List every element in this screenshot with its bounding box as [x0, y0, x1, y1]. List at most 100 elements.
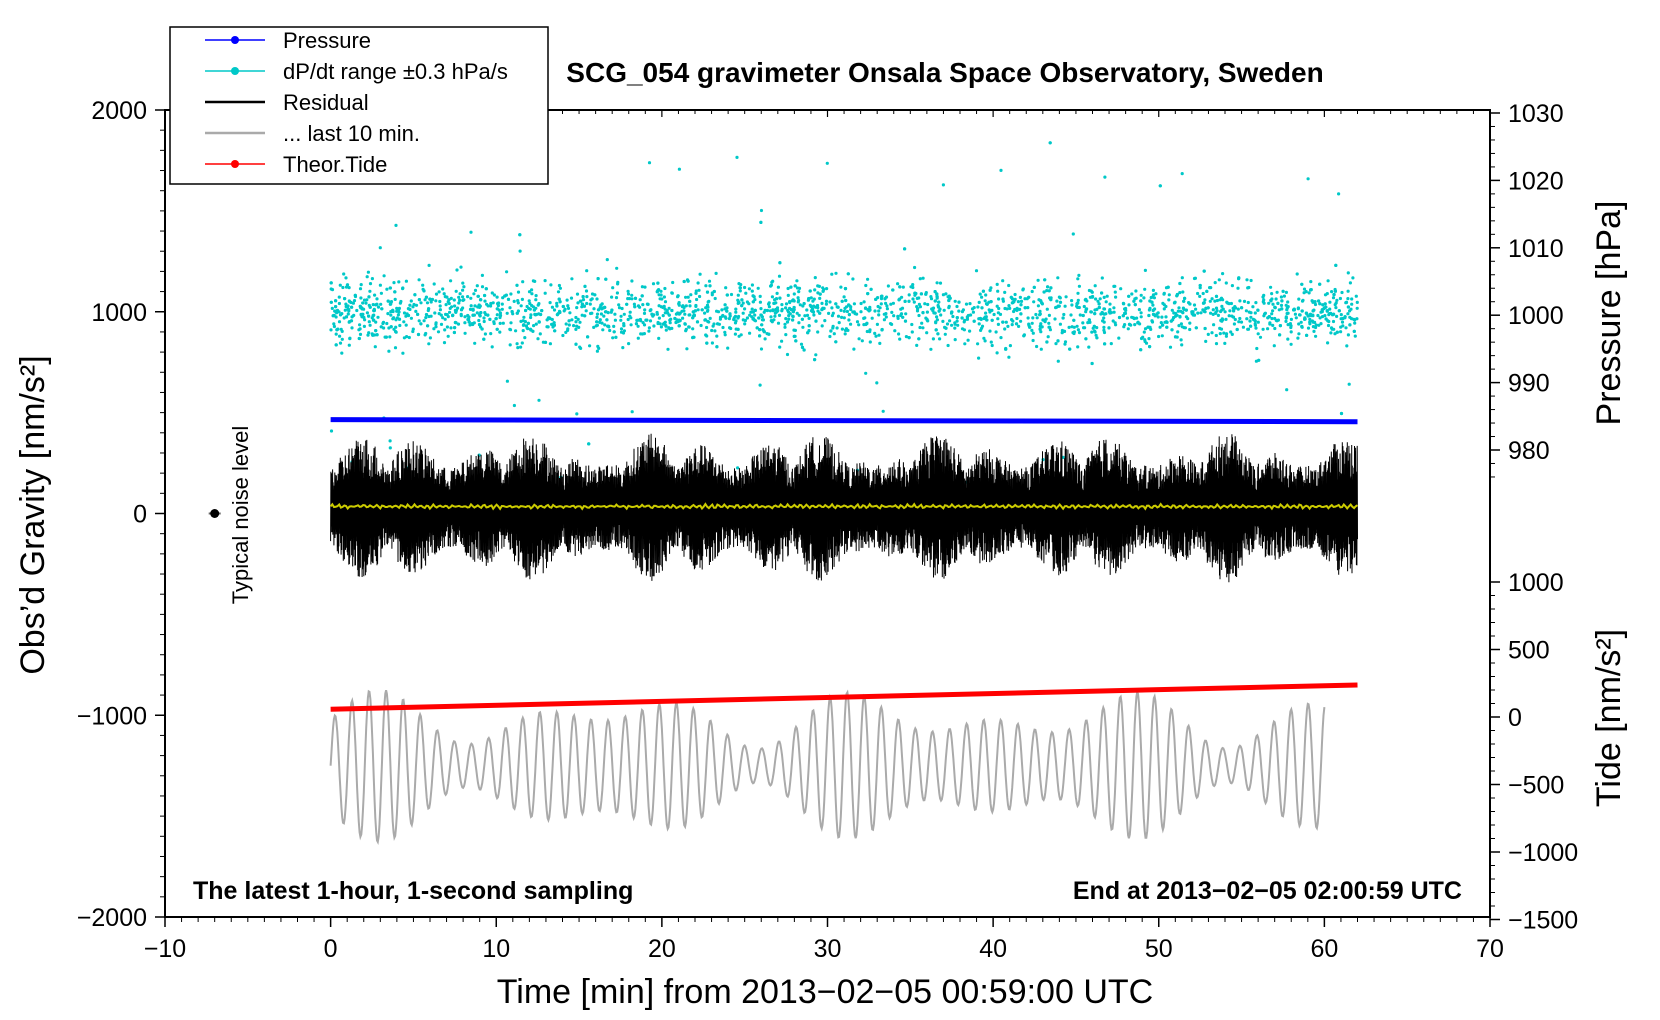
- dpdt-point: [1320, 315, 1325, 319]
- dpdt-point: [520, 297, 525, 301]
- dpdt-point: [642, 311, 647, 315]
- dpdt-point: [830, 272, 834, 276]
- dpdt-point: [469, 304, 473, 308]
- dpdt-point: [1103, 342, 1107, 346]
- dpdt-point: [1224, 281, 1228, 285]
- dpdt-point: [523, 336, 527, 340]
- dpdt-point: [595, 320, 599, 324]
- dpdt-point: [1001, 297, 1005, 301]
- dpdt-point: [467, 315, 471, 319]
- dpdt-point: [738, 286, 742, 290]
- dpdt-point: [946, 295, 950, 299]
- dpdt-point: [461, 288, 465, 292]
- dpdt-point: [509, 292, 513, 296]
- dpdt-point: [847, 303, 851, 307]
- dpdt-point: [469, 230, 473, 234]
- dpdt-point: [980, 326, 984, 330]
- dpdt-point: [480, 285, 485, 289]
- dpdt-point: [685, 347, 689, 351]
- dpdt-point: [589, 311, 593, 316]
- dpdt-point: [584, 289, 589, 293]
- dpdt-point: [1230, 332, 1234, 336]
- dpdt-point: [849, 322, 853, 326]
- dpdt-point: [1335, 330, 1339, 334]
- dpdt-point: [996, 317, 1000, 321]
- dpdt-point: [797, 298, 801, 303]
- dpdt-point: [1058, 322, 1062, 326]
- dpdt-point: [350, 305, 354, 309]
- dpdt-point: [388, 302, 392, 306]
- dpdt-point: [496, 302, 500, 306]
- dpdt-point: [1211, 312, 1215, 316]
- dpdt-point: [343, 297, 347, 301]
- dpdt-point: [525, 304, 529, 309]
- dpdt-point: [500, 302, 504, 306]
- dpdt-point: [878, 341, 882, 345]
- dpdt-point: [821, 286, 825, 290]
- dpdt-point: [1202, 301, 1206, 305]
- dpdt-point: [857, 323, 861, 327]
- dpdt-point: [1001, 279, 1005, 283]
- dpdt-point: [1249, 315, 1253, 319]
- dpdt-point: [1063, 340, 1068, 344]
- dpdt-point: [479, 311, 483, 315]
- dpdt-point: [468, 323, 472, 327]
- dpdt-point: [795, 286, 800, 290]
- dpdt-point: [1063, 304, 1067, 308]
- dpdt-point: [515, 311, 519, 315]
- dpdt-point: [1038, 327, 1042, 331]
- dpdt-point: [1300, 309, 1304, 313]
- dpdt-point: [999, 336, 1003, 340]
- dpdt-point: [1193, 276, 1197, 280]
- dpdt-point: [857, 337, 861, 341]
- dpdt-point: [1229, 301, 1233, 306]
- dpdt-point: [340, 337, 344, 341]
- dpdt-point: [704, 284, 708, 288]
- dpdt-point: [947, 304, 951, 308]
- dpdt-point: [1337, 309, 1341, 313]
- dpdt-point: [714, 271, 718, 275]
- dpdt-point: [595, 315, 599, 319]
- dpdt-point: [880, 294, 884, 298]
- dpdt-point: [391, 309, 395, 314]
- dpdt-point: [1220, 304, 1224, 308]
- dpdt-point: [1143, 287, 1147, 291]
- dpdt-point: [1256, 320, 1260, 324]
- dpdt-point: [375, 333, 379, 337]
- dpdt-point: [773, 314, 777, 318]
- dpdt-point: [1172, 311, 1176, 315]
- dpdt-point: [1339, 330, 1343, 334]
- dpdt-point: [663, 311, 667, 315]
- dpdt-point: [1121, 314, 1125, 318]
- dpdt-point: [990, 308, 994, 312]
- dpdt-point: [332, 322, 336, 326]
- dpdt-point: [820, 301, 824, 305]
- dpdt-point: [1213, 281, 1217, 285]
- dpdt-point: [1181, 311, 1185, 315]
- dpdt-point: [818, 311, 822, 315]
- dpdt-point: [882, 318, 887, 322]
- dpdt-point: [881, 409, 885, 413]
- dpdt-point: [816, 284, 820, 288]
- dpdt-point: [1133, 303, 1137, 307]
- dpdt-point: [649, 308, 653, 312]
- dpdt-point: [355, 308, 359, 313]
- dpdt-point: [1317, 299, 1321, 303]
- dpdt-point: [1076, 301, 1080, 305]
- dpdt-point: [868, 330, 872, 334]
- dpdt-point: [480, 327, 484, 331]
- dpdt-point: [385, 321, 389, 326]
- dpdt-point: [925, 331, 929, 335]
- dpdt-point: [1309, 280, 1313, 284]
- dpdt-point: [1102, 328, 1106, 332]
- dpdt-point: [953, 326, 957, 330]
- dpdt-point: [528, 307, 532, 311]
- x-tick-label: 20: [648, 935, 676, 963]
- dpdt-point: [663, 286, 667, 291]
- dpdt-point: [1204, 306, 1208, 310]
- dpdt-point: [969, 313, 973, 317]
- dpdt-point: [334, 299, 338, 303]
- dpdt-point: [968, 302, 972, 306]
- dpdt-point: [632, 302, 637, 306]
- dpdt-point: [1122, 302, 1126, 306]
